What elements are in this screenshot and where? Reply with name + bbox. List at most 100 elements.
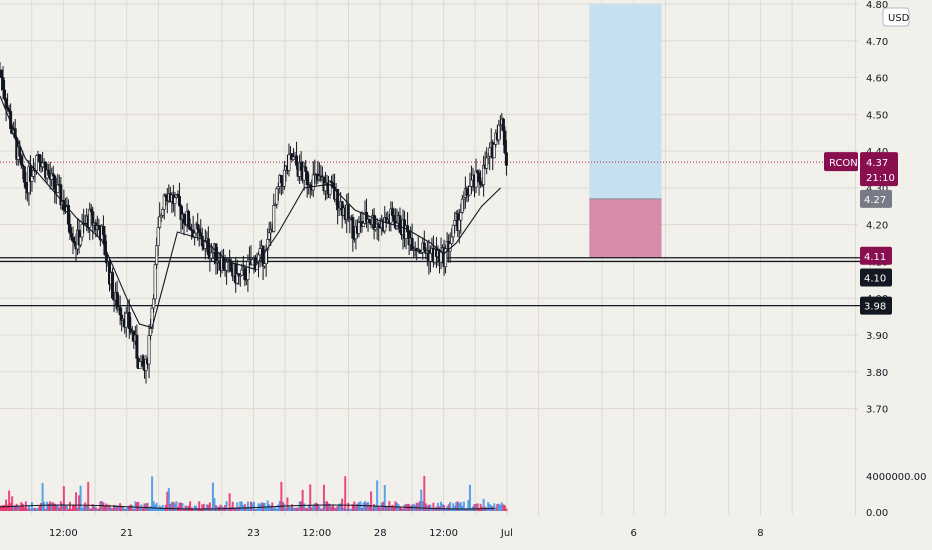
volume-bar: [266, 500, 269, 511]
volume-bar: [43, 501, 46, 511]
volume-bar: [465, 508, 468, 511]
volume-bar: [5, 499, 8, 511]
volume-bar: [398, 506, 401, 511]
price-tick-label: 4.30: [866, 184, 888, 195]
volume-bar: [120, 505, 123, 511]
candle-body: [177, 196, 181, 206]
volume-bar: [324, 501, 327, 511]
candle-body: [501, 118, 505, 132]
volume-bar: [29, 508, 32, 511]
volume-bar: [392, 506, 395, 511]
time-axis[interactable]: 12:00 21 23 12:00 28 12:00 Jul 6 8: [49, 528, 764, 539]
volume-bar: [303, 503, 306, 511]
candle-body: [392, 215, 396, 222]
volume-bar: [122, 506, 125, 511]
candle-body: [158, 216, 162, 228]
volume-bar: [125, 508, 128, 511]
volume-bar: [27, 505, 30, 511]
position-target-zone: [589, 4, 662, 199]
volume-bar: [367, 501, 370, 511]
candle-body: [276, 186, 280, 190]
volume-bar: [473, 503, 476, 511]
volume-bar: [151, 476, 154, 511]
volume-bar: [284, 507, 287, 511]
volume-bar: [300, 501, 303, 511]
volume-bar: [309, 484, 312, 511]
candle-body: [476, 170, 480, 174]
time-tick-label: 12:00: [49, 528, 78, 539]
candle-body: [138, 361, 142, 369]
candle-body: [468, 186, 472, 196]
volume-bar: [116, 505, 119, 511]
volume-bar: [274, 507, 277, 511]
volume-bar: [179, 502, 182, 511]
long-position-tool[interactable]: [589, 4, 662, 258]
volume-bar: [503, 505, 506, 511]
volume-bar: [332, 504, 335, 511]
volume-bar: [386, 506, 389, 511]
candle-body: [97, 225, 101, 230]
candle-body: [88, 208, 92, 228]
volume-bar: [342, 507, 345, 511]
candle-body: [135, 334, 139, 359]
volume-bar: [440, 501, 443, 511]
volume-bar: [114, 505, 117, 511]
volume-bar: [376, 480, 379, 511]
volume-bar: [496, 504, 499, 511]
candle-body: [246, 261, 250, 281]
candle-body: [311, 174, 315, 191]
volume-bar: [370, 491, 373, 511]
time-tick-label: 8: [757, 528, 763, 539]
volume-bar: [268, 504, 271, 511]
volume-bar: [455, 501, 458, 511]
volume-bar: [316, 503, 319, 511]
moving-average: [0, 95, 501, 329]
candle-body: [188, 226, 192, 231]
volume-bar: [111, 508, 114, 511]
volume-bar: [50, 502, 53, 511]
candle-body: [71, 236, 75, 242]
volume-bar: [443, 505, 446, 511]
volume-bar: [18, 507, 21, 511]
volume-bar: [88, 508, 91, 511]
currency-label: USD: [888, 13, 910, 24]
volume-bar: [269, 506, 272, 511]
time-tick-label: 23: [247, 528, 260, 539]
candle-body: [214, 243, 218, 264]
volume-bar: [96, 508, 99, 511]
volume-bar: [64, 505, 67, 511]
volume-bar: [94, 507, 97, 511]
volume-bar: [166, 491, 169, 511]
volume-bar: [347, 502, 350, 511]
volume-bar: [131, 505, 134, 511]
volume-bar: [371, 507, 374, 511]
volume-bar: [421, 501, 424, 511]
volume-bar: [105, 503, 108, 511]
volume-bar: [338, 503, 341, 511]
volume-bar: [90, 508, 93, 511]
candle-body: [80, 224, 84, 238]
volume-bar: [315, 502, 318, 511]
volume-bar: [256, 508, 259, 511]
volume-bar: [113, 504, 116, 511]
time-tick-label: 21: [120, 528, 133, 539]
volume-bar: [169, 503, 172, 511]
volume-bar: [46, 501, 49, 511]
candle-body: [410, 237, 414, 251]
candle-body: [118, 306, 122, 316]
volume-bar: [84, 502, 87, 511]
candle-body: [428, 253, 432, 262]
volume-bar: [497, 503, 500, 511]
volume-bar: [249, 501, 252, 511]
volume-bar: [365, 502, 368, 511]
volume-bar: [85, 505, 88, 511]
candle-body: [390, 208, 394, 216]
candle-body: [68, 223, 72, 234]
candle-body: [422, 242, 426, 251]
volume-bar: [41, 482, 44, 511]
volume-bar: [487, 502, 490, 511]
volume-bar: [58, 507, 61, 511]
candle-body: [485, 157, 489, 169]
